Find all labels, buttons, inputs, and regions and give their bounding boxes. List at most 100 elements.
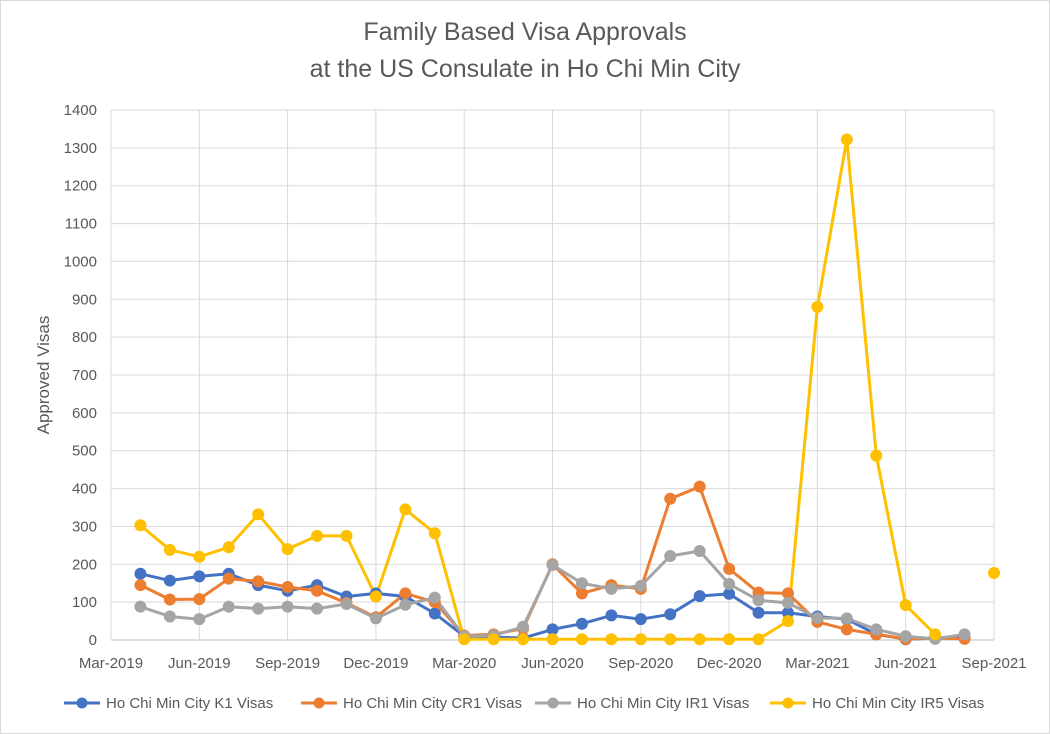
y-axis-label: Approved Visas: [34, 316, 53, 435]
data-point-s3-17: [634, 579, 647, 592]
data-point-s3-20: [723, 577, 736, 590]
data-point-s4-9: [399, 503, 412, 516]
legend-marker-3: [547, 697, 559, 709]
data-point-s3-18: [664, 549, 677, 562]
x-tick-label: Dec-2020: [697, 655, 762, 672]
chart-subtitle: at the US Consulate in Ho Chi Min City: [309, 55, 741, 83]
series-points: [134, 133, 1000, 646]
data-point-s2-2: [193, 593, 206, 606]
y-tick-label: 1300: [64, 140, 97, 157]
data-point-s2-1: [163, 593, 176, 606]
data-point-s3-4: [252, 602, 265, 615]
data-point-s3-1: [163, 610, 176, 623]
data-point-s4-12: [487, 633, 500, 646]
data-point-s1-1: [163, 574, 176, 587]
data-point-s3-9: [399, 598, 412, 611]
y-tick-label: 300: [72, 518, 97, 535]
data-point-s4-25: [870, 449, 883, 462]
data-point-s3-8: [369, 612, 382, 625]
y-tick-label: 100: [72, 594, 97, 611]
data-point-s1-21: [752, 606, 765, 619]
data-point-s4-13: [517, 633, 530, 646]
legend-label-4: Ho Chi Min City IR5 Visas: [812, 695, 984, 712]
data-point-s4-8: [369, 590, 382, 603]
vertical-gridlines: [110, 110, 995, 640]
data-point-s2-20: [723, 562, 736, 575]
x-tick-label: Jun-2021: [874, 655, 937, 672]
legend-marker-2: [313, 697, 325, 709]
data-point-s4-18: [664, 633, 677, 646]
x-tick-label: Dec-2019: [343, 655, 408, 672]
data-point-s1-16: [605, 609, 618, 622]
data-point-s4-14: [546, 633, 559, 646]
data-point-s3-0: [134, 600, 147, 613]
data-point-s3-15: [575, 577, 588, 590]
data-point-s3-6: [311, 602, 324, 615]
data-point-s3-16: [605, 582, 618, 595]
data-point-s2-0: [134, 579, 147, 592]
data-point-s4-3: [222, 541, 235, 554]
y-tick-label: 1200: [64, 178, 97, 195]
y-axis-tick-labels: 0 100 200 300 400 500 600 700 800 900 1000 1100 1200…: [64, 102, 97, 649]
x-tick-label: Mar-2020: [432, 655, 496, 672]
x-tick-label: Jun-2019: [168, 655, 231, 672]
legend-marker-4: [782, 697, 794, 709]
data-point-s4-16: [605, 633, 618, 646]
data-point-s3-14: [546, 559, 559, 572]
y-tick-label: 1000: [64, 253, 97, 270]
data-point-s2-15: [575, 587, 588, 600]
y-tick-label: 900: [72, 291, 97, 308]
data-point-s1-18: [664, 608, 677, 621]
y-tick-label: 1400: [64, 102, 97, 119]
data-point-s4-4: [252, 508, 265, 521]
data-point-s4-11: [458, 633, 471, 646]
data-point-s4-20: [723, 633, 736, 646]
y-tick-label: 700: [72, 367, 97, 384]
data-point-s2-19: [693, 480, 706, 493]
data-point-s4-15: [575, 633, 588, 646]
data-point-s3-19: [693, 545, 706, 558]
x-tick-label: Mar-2021: [785, 655, 849, 672]
legend-label-3: Ho Chi Min City IR1 Visas: [577, 695, 749, 712]
data-point-s4-10: [428, 527, 441, 540]
data-point-s2-18: [664, 492, 677, 505]
data-point-s4-17: [634, 633, 647, 646]
data-point-s4-5: [281, 543, 294, 556]
legend: Ho Chi Min City K1 Visas Ho Chi Min City …: [64, 695, 984, 712]
data-point-s4-21: [752, 633, 765, 646]
y-tick-label: 200: [72, 556, 97, 573]
data-point-s4-19: [693, 633, 706, 646]
x-tick-label: Mar-2019: [79, 655, 143, 672]
data-point-s4-6: [311, 529, 324, 542]
x-tick-label: Jun-2020: [521, 655, 584, 672]
data-point-s4-0: [134, 519, 147, 532]
data-point-s1-17: [634, 613, 647, 626]
data-point-s2-24: [840, 623, 853, 636]
data-point-s4-2: [193, 550, 206, 563]
data-point-s2-9: [399, 587, 412, 600]
data-point-s3-13: [517, 620, 530, 633]
data-point-s4-1: [163, 543, 176, 556]
data-point-s4-23: [811, 300, 824, 313]
data-point-s3-5: [281, 600, 294, 613]
legend-label-1: Ho Chi Min City K1 Visas: [106, 695, 273, 712]
x-tick-label: Sep-2021: [961, 655, 1026, 672]
data-point-s2-4: [252, 575, 265, 588]
data-point-s3-26: [899, 630, 912, 643]
data-point-s2-6: [311, 584, 324, 597]
x-tick-label: Sep-2020: [608, 655, 673, 672]
data-point-s3-3: [222, 600, 235, 613]
y-tick-label: 1100: [65, 216, 97, 233]
data-point-s4-27: [929, 628, 942, 641]
data-point-s1-19: [693, 590, 706, 603]
y-tick-label: 600: [72, 405, 97, 422]
data-point-s1-0: [134, 567, 147, 580]
data-point-s3-10: [428, 591, 441, 604]
legend-marker-1: [76, 697, 88, 709]
x-tick-label: Sep-2019: [255, 655, 320, 672]
data-point-s3-28: [958, 628, 971, 641]
data-point-s3-23: [811, 612, 824, 625]
y-tick-label: 500: [72, 443, 97, 460]
data-point-s1-2: [193, 570, 206, 583]
data-point-s2-3: [222, 572, 235, 585]
